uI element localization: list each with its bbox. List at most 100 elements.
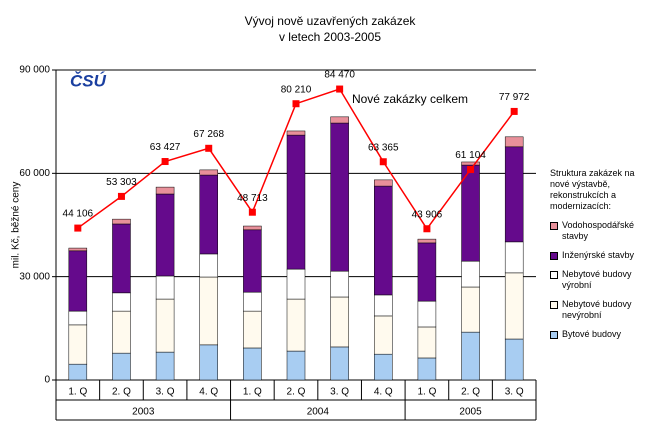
y-tick-label: 0 xyxy=(44,375,50,386)
y-tick-label: 90 000 xyxy=(19,65,50,76)
chart-title: Vývoj nově uzavřených zakázek xyxy=(245,14,417,28)
line-marker xyxy=(205,144,213,152)
line-marker xyxy=(336,85,344,93)
data-label: 48 713 xyxy=(237,193,268,204)
bar-segment xyxy=(461,260,480,288)
bar-segment xyxy=(243,310,262,349)
bar-segment xyxy=(504,241,524,274)
chart-subtitle: v letech 2003-2005 xyxy=(279,30,381,44)
legend-item: Nebytové budovy výrobní xyxy=(550,269,654,291)
y-tick-label: 30 000 xyxy=(19,271,50,282)
data-label: 63 365 xyxy=(368,142,399,153)
data-label: 63 427 xyxy=(150,142,181,153)
bar-segment xyxy=(286,268,306,300)
x-tick-label: 4. Q xyxy=(199,387,218,398)
bar-segment xyxy=(417,242,437,302)
legend-label: Vodohospodářské stavby xyxy=(562,220,635,241)
x-tick-label: 1. Q xyxy=(417,387,436,398)
bar-segment xyxy=(286,350,306,381)
bar-segment xyxy=(374,353,393,381)
bar-segment xyxy=(68,310,88,326)
x-tick-label: 2. Q xyxy=(112,387,131,398)
line-marker xyxy=(161,158,169,166)
bar-segment xyxy=(155,275,175,300)
bar-segment xyxy=(417,357,437,381)
bar-segment xyxy=(374,179,393,187)
bar-segment xyxy=(330,296,349,348)
bar-segment xyxy=(504,136,524,148)
bar-segment xyxy=(374,294,393,317)
data-label: 84 470 xyxy=(324,70,355,81)
bar-segment xyxy=(112,223,131,294)
y-tick-label: 60 000 xyxy=(19,168,50,179)
bar-segment xyxy=(504,146,524,243)
bar-segment xyxy=(68,250,88,312)
data-label: 80 210 xyxy=(281,84,312,95)
group-label: 2004 xyxy=(307,407,330,418)
legend-swatch xyxy=(550,252,558,260)
x-tick-label: 4. Q xyxy=(374,387,393,398)
legend-title: Struktura zakázek na nové výstavbě, reko… xyxy=(550,168,635,211)
bar-segment xyxy=(417,300,437,328)
legend-item: Inženýrské stavby xyxy=(550,250,654,261)
legend-swatch xyxy=(550,301,558,309)
bar-segment xyxy=(461,161,480,166)
line-marker xyxy=(379,158,387,166)
bar-segment xyxy=(112,352,131,381)
legend-label: Nebytové budovy výrobní xyxy=(562,269,632,290)
bar-segment xyxy=(330,270,349,298)
line-marker xyxy=(510,107,518,115)
bar-segment xyxy=(68,247,88,252)
data-label: 67 268 xyxy=(193,129,224,140)
logo: ČSÚ xyxy=(70,71,107,90)
legend-item: Vodohospodářské stavby xyxy=(550,220,654,242)
bar-segment xyxy=(199,344,218,381)
line-marker xyxy=(74,224,82,232)
legend-item: Bytové budovy xyxy=(550,329,654,340)
x-tick-label: 3. Q xyxy=(156,387,175,398)
bar-segment xyxy=(68,324,88,365)
x-tick-label: 3. Q xyxy=(330,387,349,398)
legend-label: Bytové budovy xyxy=(562,329,622,339)
bar-segment xyxy=(243,291,262,312)
bar-segment xyxy=(374,315,393,355)
bar-segment xyxy=(199,174,218,255)
bar-segment xyxy=(286,134,306,270)
bar-segment xyxy=(286,130,306,136)
legend-label: Inženýrské stavby xyxy=(562,250,635,260)
bar-segment xyxy=(199,276,218,346)
legend-swatch xyxy=(550,222,558,230)
bar-segment xyxy=(112,218,131,225)
bar-segment xyxy=(155,351,175,381)
bar-segment xyxy=(374,185,393,296)
line-marker xyxy=(292,100,300,108)
y-axis-label: mil. Kč, běžné ceny xyxy=(11,182,22,269)
bar-segment xyxy=(461,164,480,262)
line-series-label: Nové zakázky celkem xyxy=(352,92,468,106)
bar-segment xyxy=(286,298,306,352)
bar-segment xyxy=(417,326,437,359)
data-label: 61 104 xyxy=(455,150,486,161)
legend: Struktura zakázek na nové výstavbě, reko… xyxy=(550,168,654,340)
bar-segment xyxy=(199,169,218,176)
line-marker xyxy=(467,166,475,174)
group-label: 2003 xyxy=(132,407,155,418)
data-label: 43 906 xyxy=(412,209,443,220)
bar-segment xyxy=(112,292,131,312)
bar-segment xyxy=(155,193,175,277)
legend-label: Nebytové budovy nevýrobní xyxy=(562,299,632,320)
x-tick-label: 1. Q xyxy=(68,387,87,398)
data-label: 53 303 xyxy=(106,177,137,188)
data-label: 77 972 xyxy=(499,92,530,103)
bar-segment xyxy=(504,272,524,340)
bar-segment xyxy=(243,347,262,381)
bar-segment xyxy=(112,310,131,354)
bar-segment xyxy=(68,363,88,381)
line-marker xyxy=(423,225,431,233)
bar-segment xyxy=(243,229,262,293)
bar-segment xyxy=(461,286,480,333)
x-tick-label: 3. Q xyxy=(505,387,524,398)
bar-segment xyxy=(330,116,349,124)
bar-segment xyxy=(504,338,524,381)
